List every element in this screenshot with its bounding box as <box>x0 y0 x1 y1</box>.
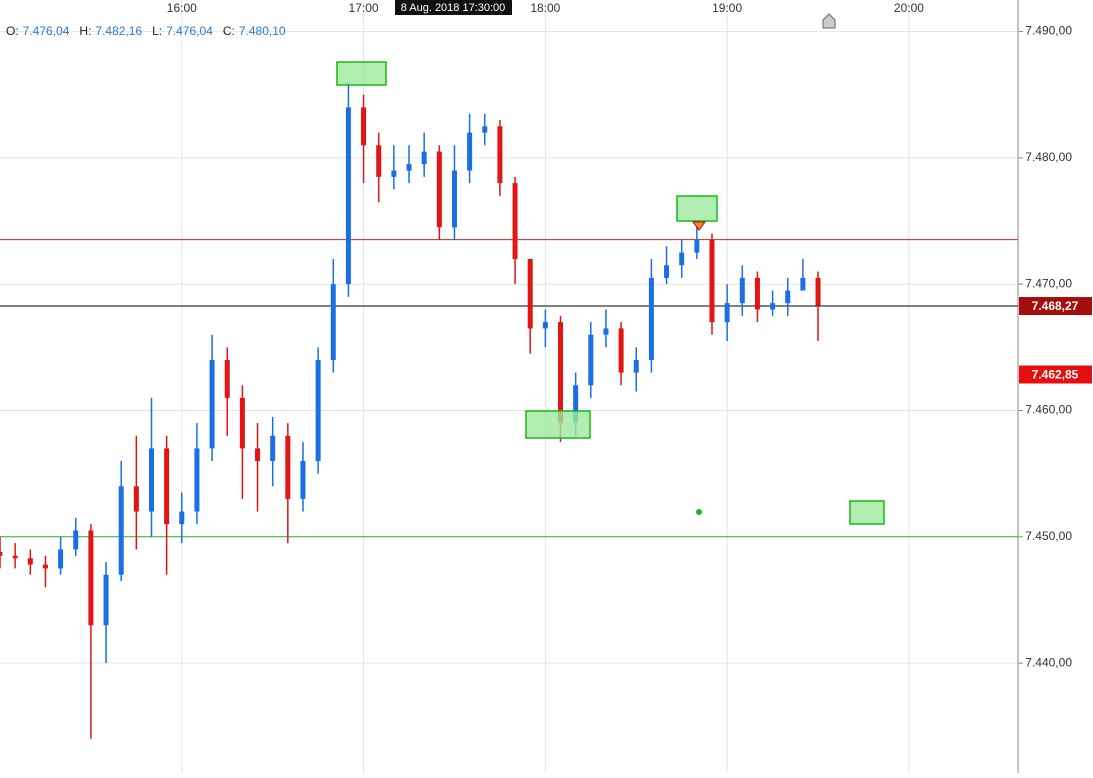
y-tick-label: 7.480,00 <box>1025 150 1072 164</box>
y-tick-label: 7.450,00 <box>1025 529 1072 543</box>
candle-body <box>391 170 397 177</box>
candle-body <box>27 558 33 565</box>
candle-body <box>800 277 806 291</box>
candle-body <box>694 239 700 253</box>
candle-body <box>270 435 276 462</box>
candle-body <box>497 126 503 184</box>
ohlc-info: O: 7.476,04 H: 7.482,16 L: 7.476,04 C: 7.480,10 <box>6 24 286 38</box>
ohlc-value: 7.482,16 <box>95 24 142 38</box>
ohlc-value: 7.476,04 <box>166 24 213 38</box>
ohlc-key: H: <box>79 24 91 38</box>
x-tick-label: 18:00 <box>530 1 560 15</box>
candle-body <box>467 132 473 171</box>
candle-body <box>345 107 351 285</box>
crosshair-label: 8 Aug. 2018 17:30:00 <box>401 2 506 14</box>
candle-body <box>679 252 685 266</box>
candle-body <box>0 551 3 556</box>
candle-body <box>361 107 367 146</box>
ohlc-value: 7.476,04 <box>23 24 70 38</box>
candle-body <box>664 265 670 278</box>
annotations <box>336 61 885 525</box>
crosshair-label-box <box>395 0 512 15</box>
annotation-box <box>336 61 387 86</box>
candle-body <box>709 239 715 323</box>
candle-body <box>785 290 791 304</box>
candle-body <box>103 574 109 626</box>
price-marker <box>1019 365 1092 384</box>
candle-body <box>148 448 154 512</box>
scroll-marker <box>822 13 836 29</box>
candle-body <box>603 328 609 335</box>
candle-body <box>482 126 488 133</box>
ohlc-key: L: <box>152 24 162 38</box>
candle-body <box>436 151 442 228</box>
candle-body <box>724 303 730 323</box>
candle-body <box>58 549 64 569</box>
signal-marker <box>692 221 706 231</box>
x-tick-label: 20:00 <box>894 1 924 15</box>
candle-body <box>754 277 760 310</box>
annotation-box <box>676 195 718 222</box>
y-tick-label: 7.490,00 <box>1025 24 1072 38</box>
candle-body <box>512 183 518 259</box>
candle-body <box>739 277 745 304</box>
candle-body <box>12 555 18 559</box>
candle-body <box>815 277 821 306</box>
candle-body <box>315 359 321 462</box>
y-tick-label: 7.460,00 <box>1025 403 1072 417</box>
level-point <box>696 509 702 515</box>
ohlc-key: C: <box>223 24 235 38</box>
candle-body <box>451 170 457 228</box>
candle-body <box>618 328 624 373</box>
candle-body <box>118 486 124 575</box>
price-marker <box>1019 297 1092 316</box>
candle-body <box>633 359 639 373</box>
candle-body <box>376 145 382 177</box>
price-marker-label: 7.462,85 <box>1032 368 1079 382</box>
candle-body <box>224 359 230 398</box>
candle-body <box>527 258 533 329</box>
candle-body <box>542 322 548 329</box>
candle-body <box>330 284 336 360</box>
ohlc-value: 7.480,10 <box>239 24 286 38</box>
candle-body <box>421 151 427 165</box>
candle-body <box>588 334 594 386</box>
candle-body <box>558 322 564 424</box>
candles <box>0 82 821 739</box>
candle-body <box>648 277 654 360</box>
candle-body <box>133 486 139 512</box>
candle-body <box>179 511 185 525</box>
candle-body <box>255 448 261 462</box>
x-tick-label: 16:00 <box>167 1 197 15</box>
ohlc-key: O: <box>6 24 19 38</box>
candle-body <box>406 164 412 171</box>
candle-body <box>239 397 245 449</box>
annotation-box <box>525 410 591 439</box>
price-marker-label: 7.468,27 <box>1032 299 1079 313</box>
candle-body <box>194 448 200 512</box>
candle-body <box>73 530 79 550</box>
candle-body <box>209 359 215 449</box>
candle-body <box>573 385 579 424</box>
candle-body <box>164 448 170 525</box>
y-tick-label: 7.440,00 <box>1025 655 1072 669</box>
candle-body <box>300 461 306 499</box>
y-tick-label: 7.470,00 <box>1025 276 1072 290</box>
candle-body <box>770 303 776 310</box>
x-tick-label: 17:00 <box>349 1 379 15</box>
candle-body <box>285 435 291 499</box>
level-lines <box>0 239 1018 538</box>
x-tick-label: 19:00 <box>712 1 742 15</box>
candle-body <box>42 564 48 569</box>
candle-body <box>88 530 94 626</box>
annotation-box <box>849 500 885 525</box>
